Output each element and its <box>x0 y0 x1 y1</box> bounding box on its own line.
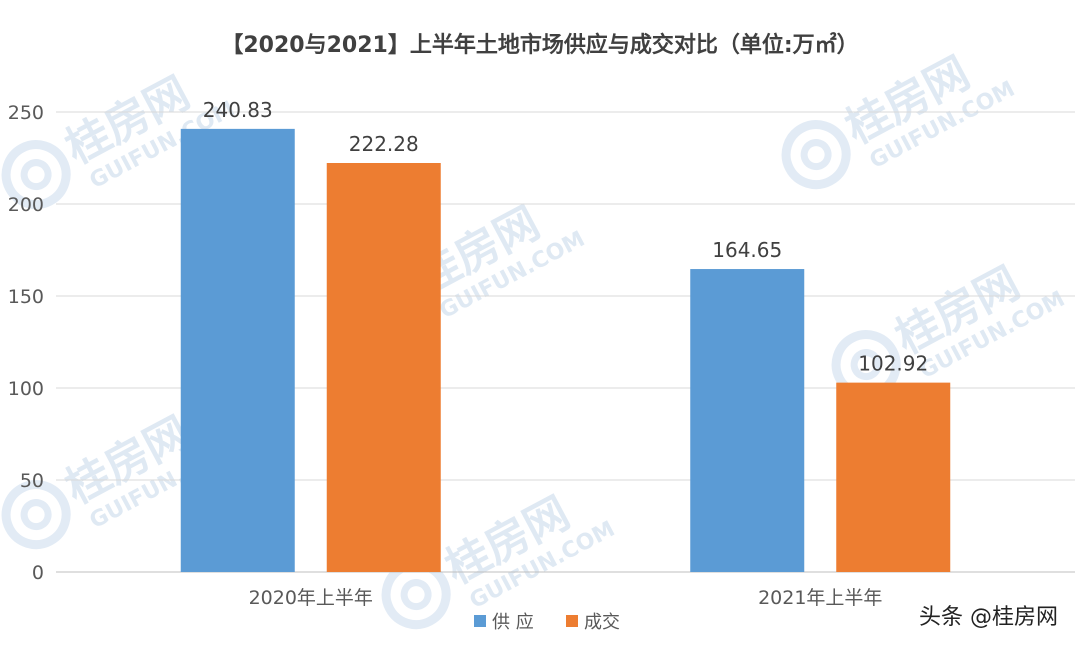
y-tick-label: 150 <box>8 286 44 308</box>
x-category-label: 2020年上半年 <box>249 587 373 609</box>
chart-title: 【2020与2021】上半年土地市场供应与成交对比（单位:万㎡） <box>221 32 858 58</box>
x-category-label: 2021年上半年 <box>758 587 882 609</box>
bar-transaction-0 <box>326 163 441 572</box>
y-tick-label: 200 <box>8 194 44 216</box>
y-tick-label: 0 <box>32 562 44 584</box>
legend-swatch <box>566 615 578 627</box>
y-tick-label: 100 <box>8 378 44 400</box>
bar-supply-1 <box>690 269 805 572</box>
data-label: 222.28 <box>349 132 419 156</box>
bar-transaction-1 <box>836 382 951 572</box>
y-tick-label: 50 <box>20 470 44 492</box>
bar-supply-0 <box>180 128 295 572</box>
legend-label: 成交 <box>584 612 620 633</box>
data-label: 164.65 <box>712 238 782 262</box>
legend-swatch <box>474 615 486 627</box>
y-tick-label: 250 <box>8 102 44 124</box>
data-label: 102.92 <box>858 352 928 376</box>
footer-credit: 头条 @桂房网 <box>919 605 1058 630</box>
y-axis: 0 50 100 150 200 250 <box>8 102 44 584</box>
legend: 供 应 成交 <box>474 612 620 633</box>
legend-label: 供 应 <box>492 612 534 633</box>
x-axis: 2020年上半年 2021年上半年 <box>249 587 883 609</box>
data-label: 240.83 <box>203 98 273 122</box>
bars-layer <box>180 128 951 572</box>
data-labels-layer: 240.83 222.28 164.65 102.92 <box>203 98 928 376</box>
